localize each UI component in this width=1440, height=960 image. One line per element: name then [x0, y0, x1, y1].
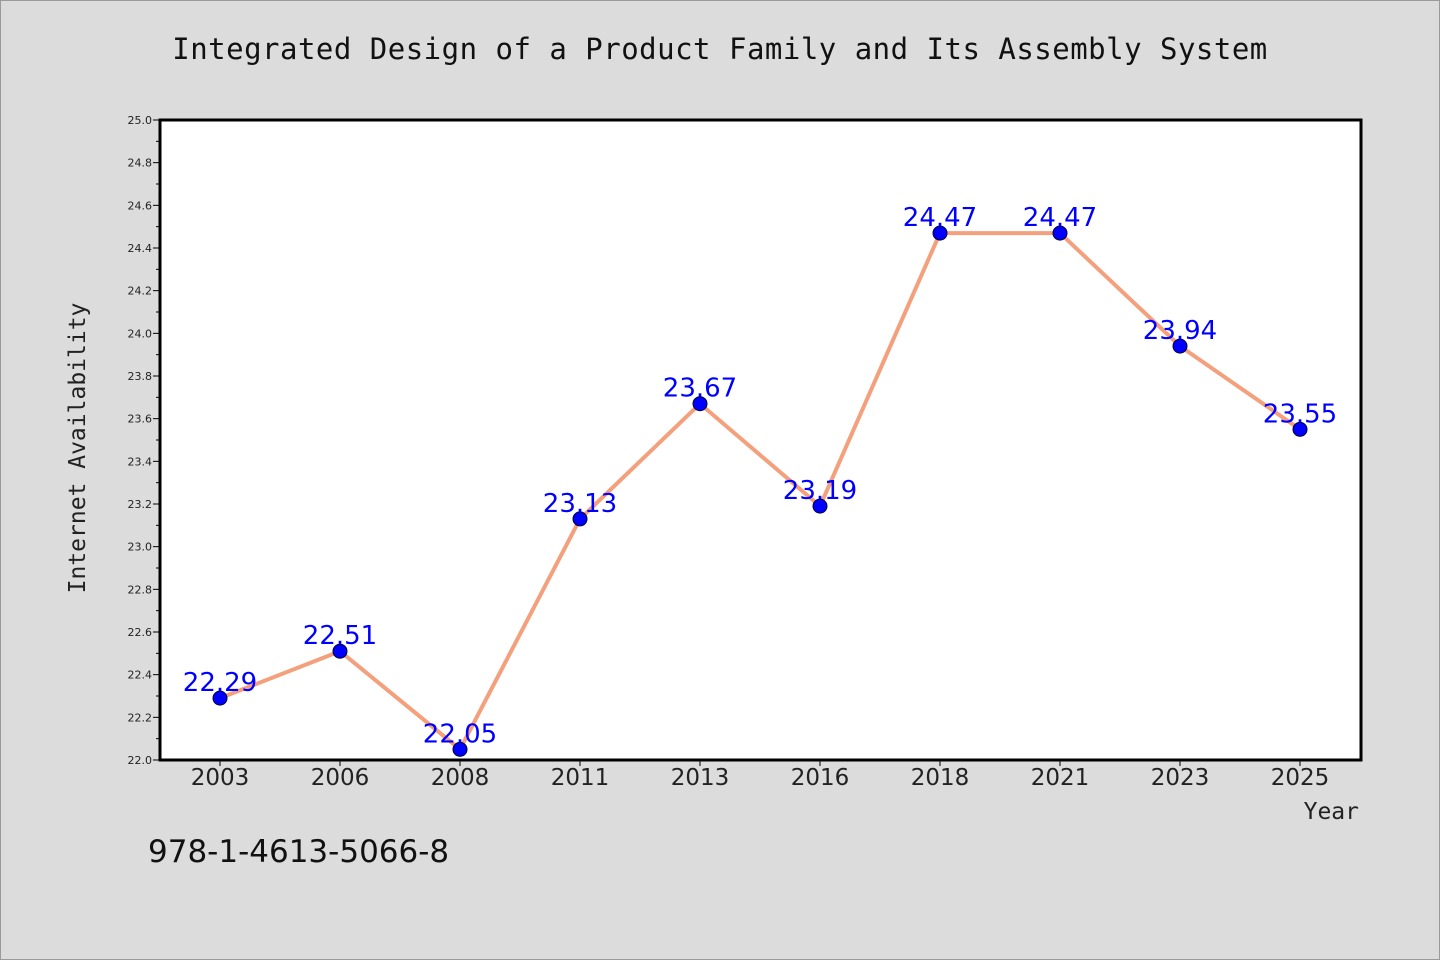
data-label: 22.51 — [303, 621, 377, 651]
x-tick-label: 2008 — [431, 765, 490, 791]
y-tick-label: 22.8 — [128, 583, 153, 596]
y-tick-label: 23.6 — [128, 413, 153, 426]
data-point — [1052, 225, 1068, 241]
data-label: 23.13 — [543, 489, 617, 519]
y-tick-label: 24.2 — [128, 285, 153, 298]
y-axis-label: Internet Availability — [65, 303, 91, 594]
y-tick-label: 23.4 — [128, 455, 153, 468]
x-tick-label: 2021 — [1031, 765, 1090, 791]
data-point — [332, 643, 348, 659]
x-tick-label: 2006 — [311, 765, 370, 791]
data-label-layer: 22.29 22.51 22.05 23.13 23.67 23.19 24.47 24.47… — [183, 203, 1337, 749]
isbn-footer: 978-1-4613-5066-8 — [148, 834, 450, 870]
data-point — [452, 741, 468, 757]
data-label: 23.94 — [1143, 316, 1217, 346]
data-label: 23.67 — [663, 374, 737, 404]
y-tick-label: 23.8 — [128, 370, 153, 383]
data-point — [692, 396, 708, 412]
y-tick-label: 22.4 — [128, 669, 153, 682]
x-tick-label: 2025 — [1271, 765, 1330, 791]
y-tick-label: 22.2 — [128, 711, 153, 724]
x-axis-ticks: 2003 2006 2008 2011 2013 2016 2018 2021 2023 2025 — [191, 760, 1330, 791]
series-line — [219, 231, 1302, 752]
data-label: 24.47 — [903, 203, 977, 233]
chart-title: Integrated Design of a Product Family an… — [172, 32, 1268, 66]
y-tick-label: 24.4 — [128, 242, 153, 255]
data-label: 23.19 — [783, 476, 857, 506]
data-point — [812, 498, 828, 514]
y-tick-label: 22.0 — [128, 754, 153, 767]
y-tick-label: 24.0 — [128, 327, 153, 340]
x-tick-label: 2016 — [791, 765, 850, 791]
x-tick-label: 2011 — [551, 765, 610, 791]
x-tick-label: 2013 — [671, 765, 730, 791]
data-point — [932, 225, 948, 241]
y-tick-label: 25.0 — [128, 114, 153, 127]
x-axis-label: Year — [1304, 799, 1359, 825]
x-tick-label: 2018 — [911, 765, 970, 791]
data-point — [1172, 338, 1188, 354]
series-layer — [212, 225, 1308, 757]
y-tick-label: 24.8 — [128, 157, 153, 170]
y-tick-label: 23.2 — [128, 498, 153, 511]
data-label: 24.47 — [1023, 203, 1097, 233]
y-tick-label: 24.6 — [128, 199, 153, 212]
data-label: 22.29 — [183, 668, 257, 698]
data-point — [1292, 421, 1308, 437]
y-tick-label: 23.0 — [128, 541, 153, 554]
x-tick-label: 2023 — [1151, 765, 1210, 791]
data-label: 22.05 — [423, 719, 497, 749]
data-point — [212, 690, 228, 706]
y-tick-label: 22.6 — [128, 626, 153, 639]
x-tick-label: 2003 — [191, 765, 250, 791]
data-point — [572, 511, 588, 527]
plot-area — [158, 118, 1363, 762]
y-axis-ticks: 22.0 22.2 22.4 22.6 22.8 23.0 23.2 23.4 23.6 23.8… — [128, 114, 160, 767]
data-label: 23.55 — [1263, 399, 1337, 429]
